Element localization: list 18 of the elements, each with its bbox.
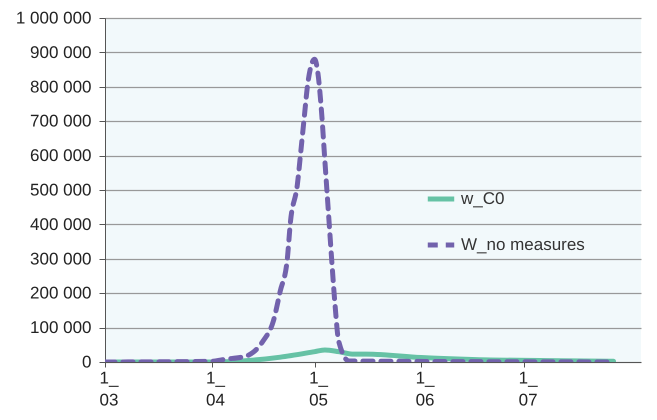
y-tick-label: 700 000 <box>30 112 92 131</box>
x-tick-label: 1_ 05 <box>309 368 329 410</box>
y-tick-label: 900 000 <box>30 42 92 62</box>
y-tick-label: 300 000 <box>30 249 92 268</box>
legend-label: w_C0 <box>460 189 504 208</box>
y-tick-label: 400 000 <box>30 214 92 234</box>
y-tick-label: 800 000 <box>30 77 92 96</box>
x-tick-label: 1_ 04 <box>206 368 226 410</box>
x-tick-label: 1_ 03 <box>100 368 119 410</box>
y-tick-label: 0 <box>82 352 92 372</box>
y-tick-label: 500 000 <box>30 180 92 200</box>
y-tick-label: 600 000 <box>30 146 92 166</box>
y-tick-label: 1 000 000 <box>16 8 92 28</box>
x-tick-label: 1_ 07 <box>518 368 538 410</box>
x-tick-label: 1_ 06 <box>416 368 436 410</box>
y-tick-label: 200 000 <box>30 284 92 303</box>
legend-label: W_no measures <box>461 235 585 254</box>
y-tick-label: 100 000 <box>30 318 92 338</box>
